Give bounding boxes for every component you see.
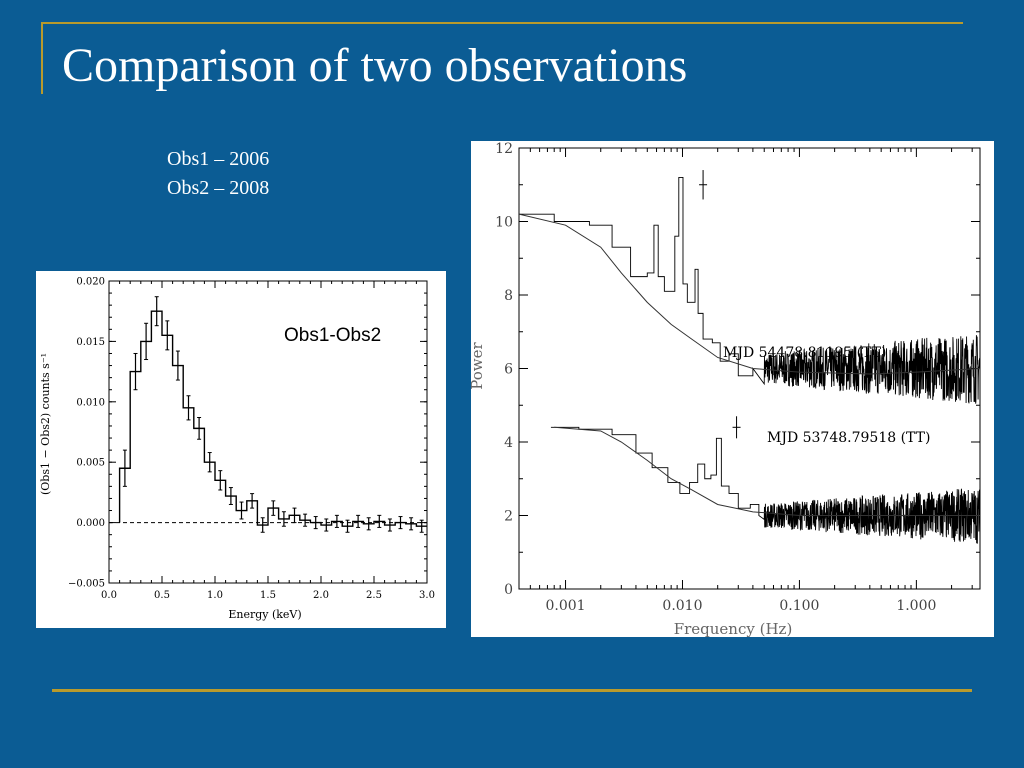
power-spectrum-chart: 0.001 0.010 0.100 1.000 0 2 4 6 8 10 12 MJD 54478.… bbox=[468, 141, 981, 638]
x-tick-label: 1.000 bbox=[896, 598, 936, 614]
note-obs1: Obs1 – 2006 bbox=[167, 148, 270, 170]
x-tick-label: 2.5 bbox=[366, 590, 382, 601]
y-tick-label: 0.010 bbox=[76, 397, 105, 408]
power-spectrum-series-2 bbox=[550, 426, 981, 544]
chart-annotation: Obs1-Obs2 bbox=[284, 325, 381, 346]
x-tick-label: 0.010 bbox=[662, 598, 702, 614]
x-tick-label: 3.0 bbox=[419, 590, 435, 601]
x-tick-label: 0.001 bbox=[545, 598, 585, 614]
x-axis-label: Frequency (Hz) bbox=[674, 620, 793, 637]
x-tick-label: 1.5 bbox=[260, 590, 276, 601]
x-tick-label: 1.0 bbox=[207, 590, 223, 601]
series-label-mjd54478: MJD 54478.81195 (TT) bbox=[723, 345, 886, 361]
top-rule bbox=[41, 22, 963, 24]
slide-title: Comparison of two observations bbox=[62, 39, 688, 92]
x-tick-label: 2.0 bbox=[313, 590, 329, 601]
difference-spectrum-chart: 0.0 0.5 1.0 1.5 2.0 2.5 3.0 −0.005 0.000 0.005 0.0… bbox=[39, 277, 435, 622]
y-axis-label: Power bbox=[471, 341, 486, 389]
y-tick-label: 2 bbox=[504, 509, 513, 525]
power-spectrum-series-1 bbox=[519, 176, 981, 404]
y-tick-label: 0.000 bbox=[76, 518, 105, 529]
y-tick-label: −0.005 bbox=[68, 579, 105, 590]
y-tick-label: 0.005 bbox=[76, 458, 105, 469]
difference-spectrum-panel: 0.0 0.5 1.0 1.5 2.0 2.5 3.0 −0.005 0.000 0.005 0.0… bbox=[36, 271, 446, 628]
x-tick-label: 0.0 bbox=[101, 590, 117, 601]
left-rule bbox=[41, 22, 43, 94]
power-spectrum-panel: 0.001 0.010 0.100 1.000 0 2 4 6 8 10 12 MJD 54478.… bbox=[468, 141, 994, 638]
observation-notes: Obs1 – 2006 Obs2 – 2008 bbox=[167, 145, 269, 203]
y-tick-label: 0.020 bbox=[76, 277, 105, 288]
note-obs2: Obs2 – 2008 bbox=[167, 177, 270, 199]
y-tick-label: 0.015 bbox=[76, 337, 105, 348]
bottom-rule bbox=[52, 689, 972, 692]
y-tick-label: 12 bbox=[495, 141, 513, 157]
x-axis-label: Energy (keV) bbox=[228, 608, 301, 621]
model-curve-series-1 bbox=[518, 213, 981, 375]
model-curve-series-2 bbox=[554, 426, 980, 516]
x-tick-label: 0.100 bbox=[779, 598, 819, 614]
y-tick-label: 4 bbox=[504, 435, 513, 451]
y-tick-label: 10 bbox=[495, 215, 513, 231]
series-label-mjd53748: MJD 53748.79518 (TT) bbox=[767, 430, 930, 446]
y-tick-label: 8 bbox=[504, 288, 513, 304]
y-tick-label: 6 bbox=[504, 362, 513, 378]
difference-histogram bbox=[118, 310, 427, 527]
y-tick-label: 0 bbox=[504, 582, 513, 598]
y-axis-label: (Obs1 − Obs2) counts s⁻¹ bbox=[39, 353, 52, 495]
x-tick-label: 0.5 bbox=[154, 590, 170, 601]
